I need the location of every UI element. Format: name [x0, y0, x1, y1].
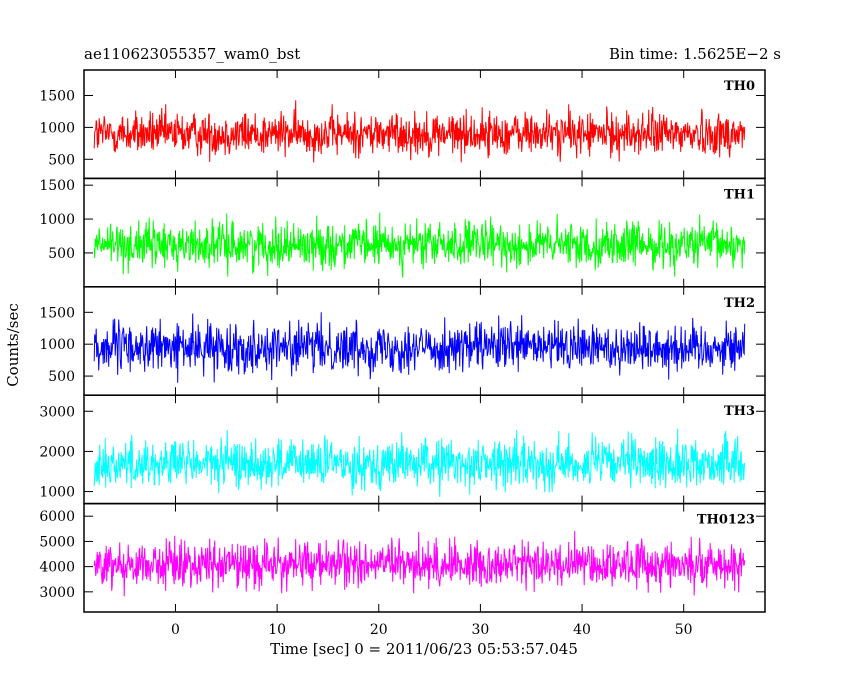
- series-line-th1: [93, 212, 746, 278]
- panel-label-th1: TH1: [724, 187, 755, 202]
- y-tick-label: 3000: [39, 404, 75, 420]
- panel-th0: 500 1000 1500 TH0: [39, 69, 766, 180]
- panel-label-th0123: TH0123: [697, 513, 755, 528]
- panel-th3: 1000 2000 3000 TH3: [39, 394, 766, 505]
- x-tick-label: 30: [471, 622, 489, 638]
- x-tick-label: 10: [268, 622, 286, 638]
- y-tick-label: 500: [48, 152, 75, 168]
- panel-label-th3: TH3: [724, 404, 755, 419]
- y-tick-label: 5000: [39, 534, 75, 550]
- x-tick-label: 20: [370, 622, 388, 638]
- panel-label-th0: TH0: [724, 79, 755, 94]
- series-line-th2: [93, 312, 746, 383]
- panels: 500 1000 1500 TH0 500 1000 1500 TH1 500 1000 1500 T…: [39, 69, 766, 613]
- y-tick-label: 1000: [39, 337, 75, 353]
- series-line-th0: [93, 100, 746, 163]
- y-tick-label: 1000: [39, 212, 75, 228]
- y-tick-label: 3000: [39, 585, 75, 601]
- y-tick-label: 500: [48, 246, 75, 262]
- y-tick-label: 6000: [39, 509, 75, 525]
- header-left: ae110623055357_wam0_bst: [84, 45, 300, 63]
- x-tick-label: 50: [675, 622, 693, 638]
- series-line-th0123: [93, 530, 746, 597]
- x-axis-ticks: 0 10 20 30 40 50: [171, 622, 693, 638]
- y-axis-label: Counts/sec: [4, 303, 22, 387]
- y-tick-label: 1500: [39, 178, 75, 194]
- panel-frame: [83, 502, 766, 613]
- y-tick-label: 1000: [39, 485, 75, 501]
- y-tick-label: 500: [48, 369, 75, 385]
- panel-th0123: 3000 4000 5000 6000 TH0123: [39, 502, 766, 613]
- y-tick-label: 1500: [39, 305, 75, 321]
- header-right: Bin time: 1.5625E−2 s: [609, 45, 781, 63]
- y-tick-label: 1500: [39, 89, 75, 105]
- y-tick-label: 1000: [39, 120, 75, 136]
- panel-th1: 500 1000 1500 TH1: [39, 177, 766, 288]
- series-line-th3: [93, 428, 746, 498]
- panel-label-th2: TH2: [724, 296, 755, 311]
- x-tick-label: 40: [573, 622, 591, 638]
- panel-th2: 500 1000 1500 TH2: [39, 286, 766, 396]
- y-tick-label: 2000: [39, 444, 75, 460]
- y-tick-label: 4000: [39, 560, 75, 576]
- x-axis-label: Time [sec] 0 = 2011/06/23 05:53:57.045: [270, 640, 578, 658]
- panel-frame: [83, 177, 766, 288]
- x-tick-label: 0: [171, 622, 180, 638]
